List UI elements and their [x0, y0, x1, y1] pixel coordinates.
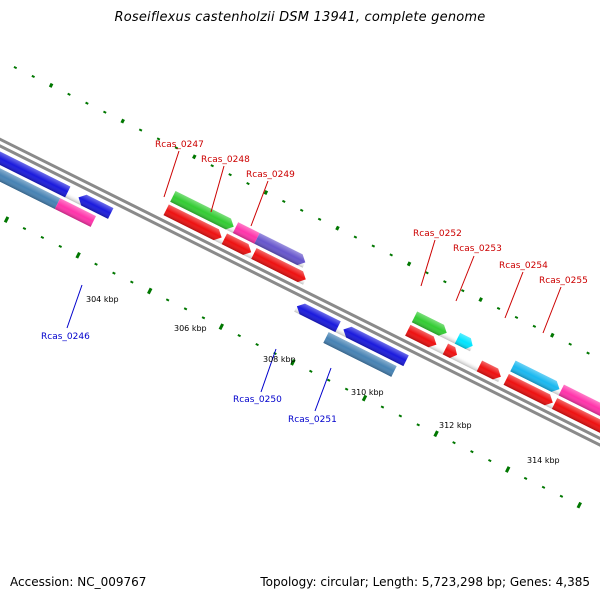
- gene-label-rcas-0249[interactable]: Rcas_0249: [246, 170, 295, 180]
- scale-labels: 304 kbp 306 kbp 308 kbp 310 kbp 312 kbp …: [86, 295, 560, 465]
- scale-label-314: 314 kbp: [527, 456, 560, 465]
- reverse-gene-row-inner: [0, 149, 409, 367]
- scale-label-304: 304 kbp: [86, 295, 119, 304]
- scale-label-310: 310 kbp: [351, 388, 384, 397]
- gene-label-rcas-0251[interactable]: Rcas_0251: [288, 415, 337, 425]
- reverse-gene-labels: Rcas_0246 Rcas_0250 Rcas_0251: [41, 332, 337, 425]
- gene-label-rcas-0255[interactable]: Rcas_0255: [539, 276, 588, 286]
- backbone-line-inner: [0, 71, 600, 521]
- gene-label-rcas-0252[interactable]: Rcas_0252: [413, 229, 462, 239]
- lower-tick-track: [3, 216, 582, 509]
- forward-label-leaders: [163, 150, 562, 334]
- accession-text: Accession: NC_009767: [10, 575, 147, 589]
- scale-label-308: 308 kbp: [263, 355, 296, 364]
- genome-summary-text: Topology: circular; Length: 5,723,298 bp…: [260, 575, 590, 589]
- gene-label-rcas-0254[interactable]: Rcas_0254: [499, 261, 548, 271]
- gene-label-rcas-0250[interactable]: Rcas_0250: [233, 395, 282, 405]
- gene-label-rcas-0253[interactable]: Rcas_0253: [453, 244, 502, 254]
- forward-gene-row-inner: [163, 204, 600, 448]
- reverse-label-leaders: [66, 284, 332, 412]
- map-title: Roseiflexus castenholzii DSM 13941, comp…: [114, 10, 486, 25]
- gene-label-rcas-0247[interactable]: Rcas_0247: [155, 140, 204, 150]
- forward-gene-labels: Rcas_0247 Rcas_0248 Rcas_0249 Rcas_0252 …: [155, 140, 588, 286]
- gene-label-rcas-0248[interactable]: Rcas_0248: [201, 155, 250, 165]
- backbone-line-outer: [0, 66, 600, 516]
- forward-gene-row-outer: [170, 191, 600, 434]
- upper-tick-track: [13, 65, 590, 355]
- scale-label-306: 306 kbp: [174, 324, 207, 333]
- gene-label-rcas-0246[interactable]: Rcas_0246: [41, 332, 90, 342]
- reverse-gene-row-outer: [0, 162, 397, 377]
- scale-label-312: 312 kbp: [439, 421, 472, 430]
